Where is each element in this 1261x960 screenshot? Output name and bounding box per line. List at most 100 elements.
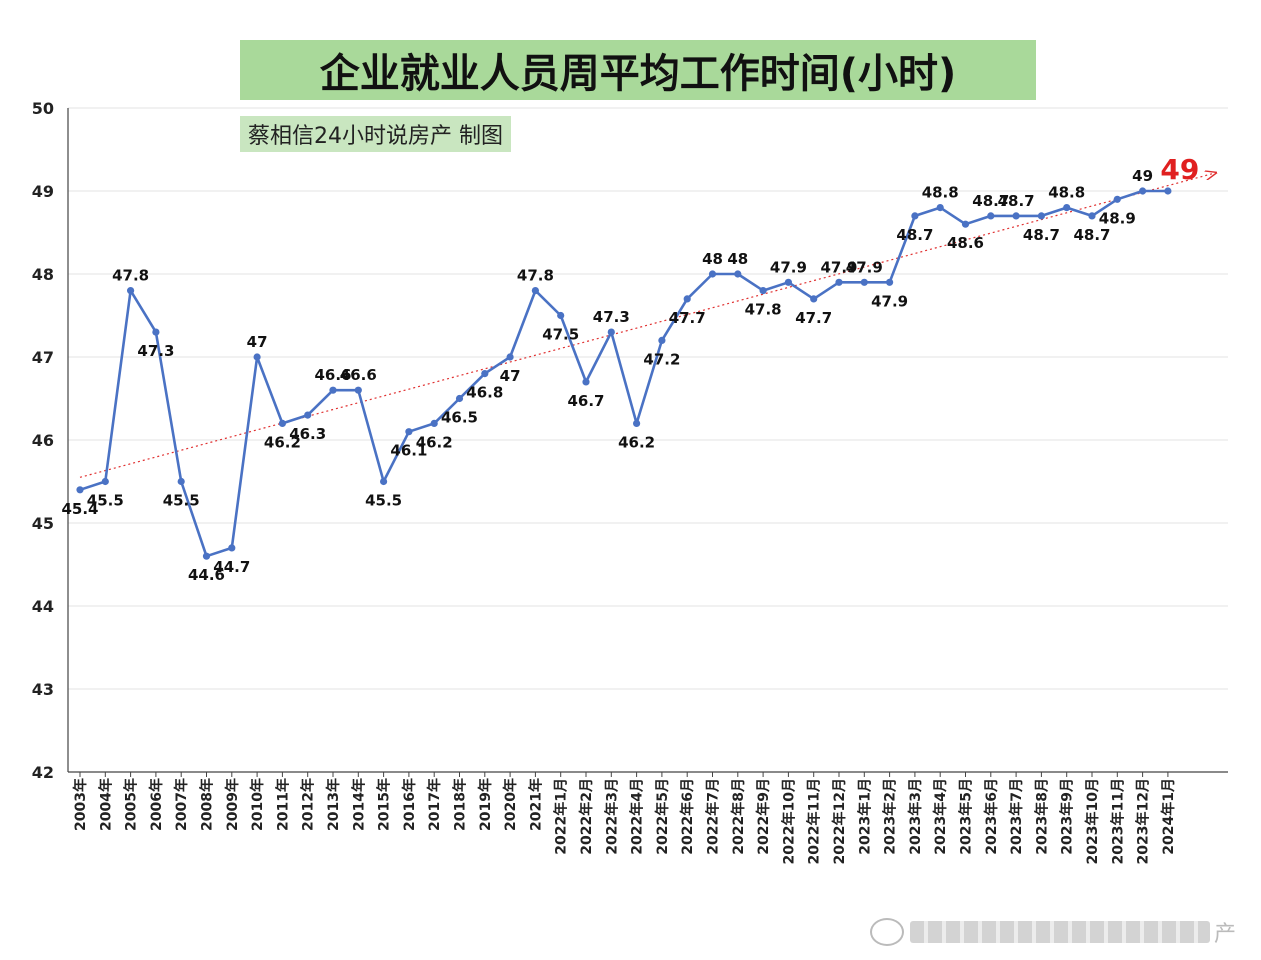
- x-tick-label: 2022年3月: [603, 778, 620, 855]
- data-point: [278, 419, 286, 427]
- data-label: 47.9: [871, 292, 908, 310]
- watermark: 产: [870, 912, 1250, 952]
- data-label: 46.6: [340, 366, 377, 384]
- data-label: 47.9: [770, 258, 807, 276]
- data-point: [1139, 187, 1147, 195]
- data-point: [936, 204, 944, 212]
- chart-subtitle-box: 蔡相信24小时说房产 制图: [240, 116, 511, 152]
- data-point: [430, 419, 438, 427]
- data-label: 47.3: [137, 342, 174, 360]
- x-tick-label: 2022年4月: [629, 778, 646, 855]
- data-point: [76, 486, 84, 494]
- data-label: 49: [1132, 167, 1153, 185]
- data-point: [101, 477, 109, 486]
- data-label: 46.6: [314, 366, 351, 384]
- x-tick-label: 2019年: [477, 778, 494, 831]
- x-tick-label: 2020年: [502, 778, 519, 831]
- data-label: 47.2: [643, 350, 680, 368]
- y-tick-label: 43: [32, 680, 54, 699]
- data-point: [202, 552, 211, 560]
- x-tick-label: 2023年12月: [1135, 778, 1152, 864]
- x-tick-label: 2023年4月: [932, 778, 949, 855]
- data-label: 48.7: [998, 192, 1035, 210]
- watermark-tail-text: 产: [1214, 922, 1237, 947]
- x-tick-label: 2023年5月: [958, 778, 975, 855]
- data-label: 46.3: [289, 425, 326, 443]
- y-tick-label: 48: [32, 265, 54, 284]
- data-point: [405, 428, 413, 436]
- x-tick-label: 2004年: [97, 778, 114, 831]
- data-label: 47.8: [517, 267, 554, 285]
- x-tick-label: 2021年: [527, 778, 544, 831]
- data-label: 48.8: [1048, 184, 1085, 202]
- x-tick-label: 2018年: [452, 778, 469, 831]
- x-tick-label: 2022年10月: [780, 778, 797, 864]
- y-tick-label: 47: [32, 348, 54, 367]
- data-label: 44.6: [188, 566, 225, 584]
- data-label: 46.5: [441, 409, 478, 427]
- data-label: 46.2: [264, 433, 301, 451]
- x-tick-label: 2016年: [401, 778, 418, 831]
- data-point: [1088, 212, 1096, 220]
- x-tick-label: 2023年10月: [1084, 778, 1101, 864]
- data-point: [633, 419, 641, 427]
- data-point: [784, 278, 793, 286]
- data-point: [304, 411, 312, 419]
- x-tick-label: 2023年2月: [882, 778, 899, 855]
- data-point: [1113, 195, 1121, 203]
- x-tick-label: 2009年: [224, 778, 241, 831]
- data-label: 45.4: [61, 500, 98, 518]
- data-label: 46.7: [567, 392, 604, 410]
- x-tick-label: 2022年5月: [654, 778, 671, 855]
- data-point: [253, 353, 261, 361]
- trendline: [79, 173, 1216, 478]
- data-point: [607, 328, 615, 336]
- data-label: 47.9: [820, 258, 857, 276]
- data-label: 47.9: [846, 258, 883, 276]
- data-label: 46.2: [618, 433, 655, 451]
- data-label: 47.7: [669, 309, 706, 327]
- x-tick-label: 2006年: [148, 778, 165, 831]
- y-tick-label: 44: [32, 597, 54, 616]
- data-label: 48: [702, 250, 723, 268]
- data-label: 47.8: [112, 267, 149, 285]
- chart-title-box: 企业就业人员周平均工作时间(小时): [240, 40, 1036, 100]
- x-tick-label: 2023年7月: [1008, 778, 1025, 855]
- data-label: 48.7: [1073, 226, 1110, 244]
- data-point: [1063, 204, 1071, 212]
- data-label: 44.7: [213, 558, 250, 576]
- data-point: [658, 336, 666, 344]
- data-point: [531, 287, 540, 295]
- latest-value-label: 49: [1160, 153, 1199, 186]
- x-tick-label: 2010年: [249, 778, 266, 831]
- data-point: [835, 278, 843, 286]
- chart-title: 企业就业人员周平均工作时间(小时): [319, 51, 957, 97]
- y-tick-label: 42: [32, 763, 54, 782]
- data-label: 48.7: [896, 226, 933, 244]
- data-point: [708, 270, 717, 278]
- data-label: 47.7: [795, 309, 832, 327]
- data-label: 47.8: [745, 301, 782, 319]
- data-point: [1037, 212, 1045, 220]
- x-tick-label: 2015年: [376, 778, 393, 831]
- x-tick-label: 2023年11月: [1109, 778, 1126, 864]
- x-tick-label: 2005年: [123, 778, 140, 831]
- x-tick-label: 2013年: [325, 778, 342, 831]
- chart-subtitle: 蔡相信24小时说房产 制图: [248, 124, 503, 149]
- x-tick-label: 2022年11月: [806, 778, 823, 864]
- data-point: [734, 270, 742, 278]
- data-label: 47: [500, 367, 521, 385]
- data-point: [380, 477, 388, 486]
- data-label: 48.8: [922, 184, 959, 202]
- x-tick-label: 2022年7月: [705, 778, 722, 855]
- data-point: [152, 328, 160, 336]
- x-tick-label: 2022年1月: [553, 778, 570, 855]
- y-tick-label: 50: [32, 99, 54, 118]
- series-line: [79, 189, 1168, 558]
- x-tick-label: 2014年: [350, 778, 367, 831]
- data-point: [228, 544, 236, 552]
- data-point: [810, 295, 818, 303]
- data-point: [987, 212, 995, 220]
- data-label: 45.5: [365, 492, 402, 510]
